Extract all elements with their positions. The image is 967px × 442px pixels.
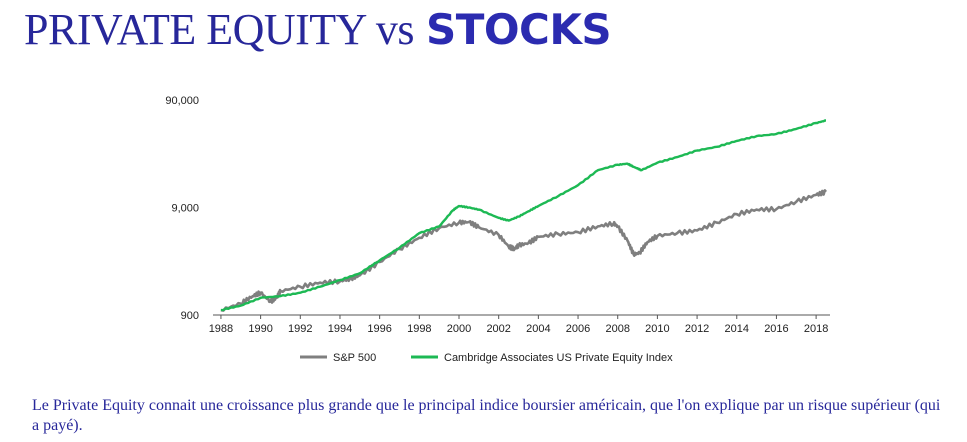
y-tick-label: 900 bbox=[181, 310, 199, 322]
x-tick-label: 1992 bbox=[288, 323, 312, 335]
x-tick-label: 2004 bbox=[526, 323, 550, 335]
series-line-sp500 bbox=[220, 189, 827, 312]
y-tick-label: 90,000 bbox=[165, 95, 199, 107]
x-tick-label: 1990 bbox=[248, 323, 272, 335]
x-tick-label: 2000 bbox=[447, 323, 471, 335]
legend-item-sp500-label: S&P 500 bbox=[333, 352, 376, 364]
y-axis-ticks: 900 9,000 90,000 bbox=[165, 95, 199, 322]
x-tick-label: 1988 bbox=[209, 323, 233, 335]
title-part-private-equity: PRIVATE EQUITY vs bbox=[24, 5, 414, 54]
y-tick-label: 9,000 bbox=[171, 203, 199, 215]
x-tick-label: 2008 bbox=[605, 323, 629, 335]
series-line-private-equity bbox=[220, 119, 826, 312]
x-tick-label: 1996 bbox=[367, 323, 391, 335]
series-layer bbox=[220, 119, 827, 312]
x-tick-label: 2010 bbox=[645, 323, 669, 335]
x-tick-label: 2016 bbox=[764, 323, 788, 335]
x-tick-label: 2012 bbox=[685, 323, 709, 335]
chart-legend: S&P 500 Cambridge Associates US Private E… bbox=[300, 352, 673, 364]
x-axis: 1988 1990 1992 1994 1996 1998 2000 2002 2004 2006… bbox=[209, 314, 830, 335]
title-part-stocks: STOCKS bbox=[425, 5, 612, 54]
x-tick-label: 2014 bbox=[725, 323, 749, 335]
page-title: PRIVATE EQUITY vs STOCKS bbox=[24, 4, 612, 64]
x-tick-label: 2006 bbox=[566, 323, 590, 335]
x-tick-label: 2018 bbox=[804, 323, 828, 335]
x-tick-label: 1994 bbox=[328, 323, 352, 335]
legend-item-private-equity-label: Cambridge Associates US Private Equity I… bbox=[444, 352, 673, 364]
x-tick-label: 1998 bbox=[407, 323, 431, 335]
x-tick-label: 2002 bbox=[486, 323, 510, 335]
caption-text: Le Private Equity connait une croissance… bbox=[32, 397, 941, 434]
